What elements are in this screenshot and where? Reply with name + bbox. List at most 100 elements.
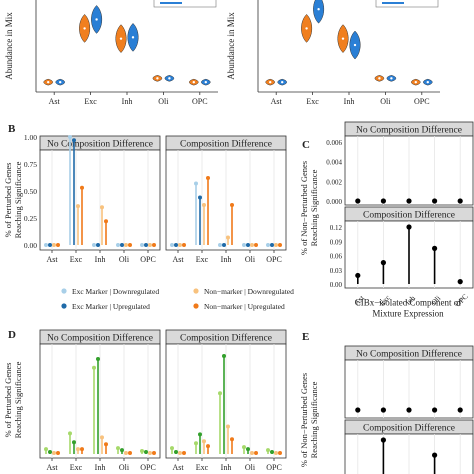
d-Inh-inh_dark-point — [222, 354, 226, 358]
b-Exc-nonmarker_down-point — [76, 204, 80, 209]
b-facet-1-xtick-label: OPC — [266, 255, 282, 264]
c-ytick-label: 0.12 — [330, 224, 343, 232]
b-Oli-exc_marker_up-point — [246, 243, 250, 247]
d-facet-0-xtick-label: OPC — [140, 463, 156, 472]
d-Inh-inh_dark-point — [96, 356, 100, 361]
violin-median-dot — [156, 77, 159, 80]
d-facet-0-xtick-label: Oli — [119, 463, 130, 472]
d-Ast-nonmarker_up-point — [56, 451, 60, 456]
b-Ast-exc_marker_down-point — [44, 243, 48, 247]
d-ylabel: % of Perturbed Genes Reaching Significanc… — [3, 361, 23, 438]
d-OPC-inh_dark-point — [270, 450, 274, 455]
d-facet-1-strip-title: Composition Difference — [180, 333, 272, 344]
e-OPC-point — [457, 407, 463, 413]
b-legend-key-nonmarker_down — [193, 288, 199, 294]
violin-median-dot — [59, 80, 62, 84]
b-OPC-exc_marker_down-point — [266, 243, 270, 247]
b-Oli-exc_marker_down-point — [116, 243, 120, 247]
d-Oli-inh_light-point — [242, 445, 246, 450]
b-facet-1-xtick-label: Ast — [172, 255, 184, 264]
b-OPC-nonmarker_up-point — [278, 243, 282, 247]
b-facet-0-xtick-label: Oli — [119, 255, 130, 264]
d-Oli-inh_dark-point — [246, 447, 250, 452]
c-OPC-point — [457, 279, 463, 285]
c-Inh-point — [406, 224, 412, 230]
e-ylabel-line: Reaching Significance — [309, 381, 319, 458]
violin-1-xtick-label: Inh — [344, 97, 355, 106]
b-Inh-exc_marker_up-point — [96, 243, 100, 247]
panel-letter-c: C — [302, 139, 310, 151]
e-facet-1-strip-title: Composition Difference — [363, 423, 455, 434]
b-Inh-nonmarker_up-point — [230, 203, 234, 208]
violin-median-dot — [83, 27, 86, 30]
violin-0-xtick-label: Oli — [158, 97, 169, 106]
e-facet-0-strip-title: No Composition Difference — [356, 349, 462, 360]
d-OPC-nonmarker_down-point — [148, 451, 152, 456]
d-Inh-nonmarker_up-point — [104, 442, 108, 447]
b-facet-0-xtick-label: Ast — [46, 255, 58, 264]
d-Exc-inh_light-point — [194, 441, 198, 446]
d-Ast-inh_light-point — [44, 447, 48, 452]
c-ylabel-line: % of Non−Perturbed Genes — [299, 161, 309, 255]
b-legend-key-exc_marker_down — [61, 288, 67, 294]
violin-median-dot — [119, 37, 123, 40]
c-ytick-label: 0.00 — [330, 281, 343, 289]
b-facet-1-xtick-label: Inh — [221, 255, 232, 264]
violin-0-xtick-label: Inh — [122, 97, 133, 106]
c-ylabel: % of Non−Perturbed Genes Reaching Signifi… — [299, 161, 319, 255]
d-Ast-inh_light-point — [170, 446, 174, 451]
b-OPC-nonmarker_down-point — [148, 243, 152, 247]
d-Inh-inh_light-point — [218, 391, 222, 396]
d-Oli-inh_dark-point — [120, 448, 124, 453]
violin-median-dot — [47, 80, 50, 84]
d-OPC-nonmarker_up-point — [152, 451, 156, 456]
e-Exc-point — [380, 437, 386, 443]
d-OPC-nonmarker_up-point — [278, 451, 282, 456]
b-Exc-nonmarker_down-point — [202, 203, 206, 208]
b-OPC-exc_marker_up-point — [270, 243, 274, 247]
d-facet-0-xtick-label: Ast — [46, 463, 58, 472]
b-Ast-exc_marker_down-point — [170, 243, 174, 247]
violin-median-dot — [192, 80, 195, 84]
c-ytick-label: 0.002 — [326, 178, 342, 186]
violin-median-dot — [204, 80, 207, 84]
c-xlabel-line: CIBx−isolated Component of — [355, 298, 462, 308]
b-facet-0-xtick-label: OPC — [140, 255, 156, 264]
c-Oli-point — [432, 245, 438, 251]
d-Ast-nonmarker_down-point — [178, 451, 182, 456]
b-ytick-label: 1.00 — [24, 133, 37, 142]
violin-0-xtick-label: Ast — [49, 97, 61, 106]
b-OPC-nonmarker_down-point — [274, 243, 278, 247]
b-Exc-exc_marker_down-point — [194, 181, 198, 186]
violin-median-dot — [353, 43, 357, 47]
e-ylabel-line: % of Non−Perturbed Genes — [299, 373, 309, 467]
b-Exc-exc_marker_up-point — [198, 195, 202, 200]
b-Inh-nonmarker_down-point — [100, 205, 104, 210]
b-Ast-nonmarker_up-point — [56, 243, 60, 247]
b-facet-0-strip-title: No Composition Difference — [47, 139, 153, 150]
violin-median-dot — [131, 36, 135, 39]
d-Oli-inh_light-point — [116, 446, 120, 451]
c-Ast-point — [355, 272, 361, 279]
d-Exc-inh_dark-point — [198, 432, 202, 437]
e-Inh-point — [406, 407, 412, 413]
violin-median-dot — [317, 8, 320, 11]
c-OPC-point — [457, 198, 463, 204]
b-legend-label-exc_marker_up: Exc Marker | Upregulated — [72, 302, 150, 311]
b-legend-key-nonmarker_up — [193, 303, 199, 309]
violin-panel-1 — [258, 0, 440, 92]
c-ytick-label: 0.03 — [330, 267, 343, 275]
c-facet-0-strip-title: No Composition Difference — [356, 125, 462, 136]
d-Oli-nonmarker_up-point — [254, 451, 258, 456]
b-facet-1-xtick-label: Exc — [196, 255, 209, 264]
b-Oli-nonmarker_up-point — [254, 243, 258, 247]
d-Exc-nonmarker_down-point — [202, 439, 206, 444]
violin-ylabel-1: Abundance in Mix — [226, 12, 236, 80]
b-legend-label-nonmarker_up: Non−marker | Upregulated — [204, 302, 285, 311]
b-Inh-exc_marker_down-point — [218, 243, 222, 247]
d-Inh-nonmarker_down-point — [100, 435, 104, 440]
c-ytick-label: 0.004 — [326, 159, 342, 167]
violin-1-xtick-label: Ast — [271, 97, 283, 106]
violin-0-xtick-label: Exc — [84, 97, 97, 106]
